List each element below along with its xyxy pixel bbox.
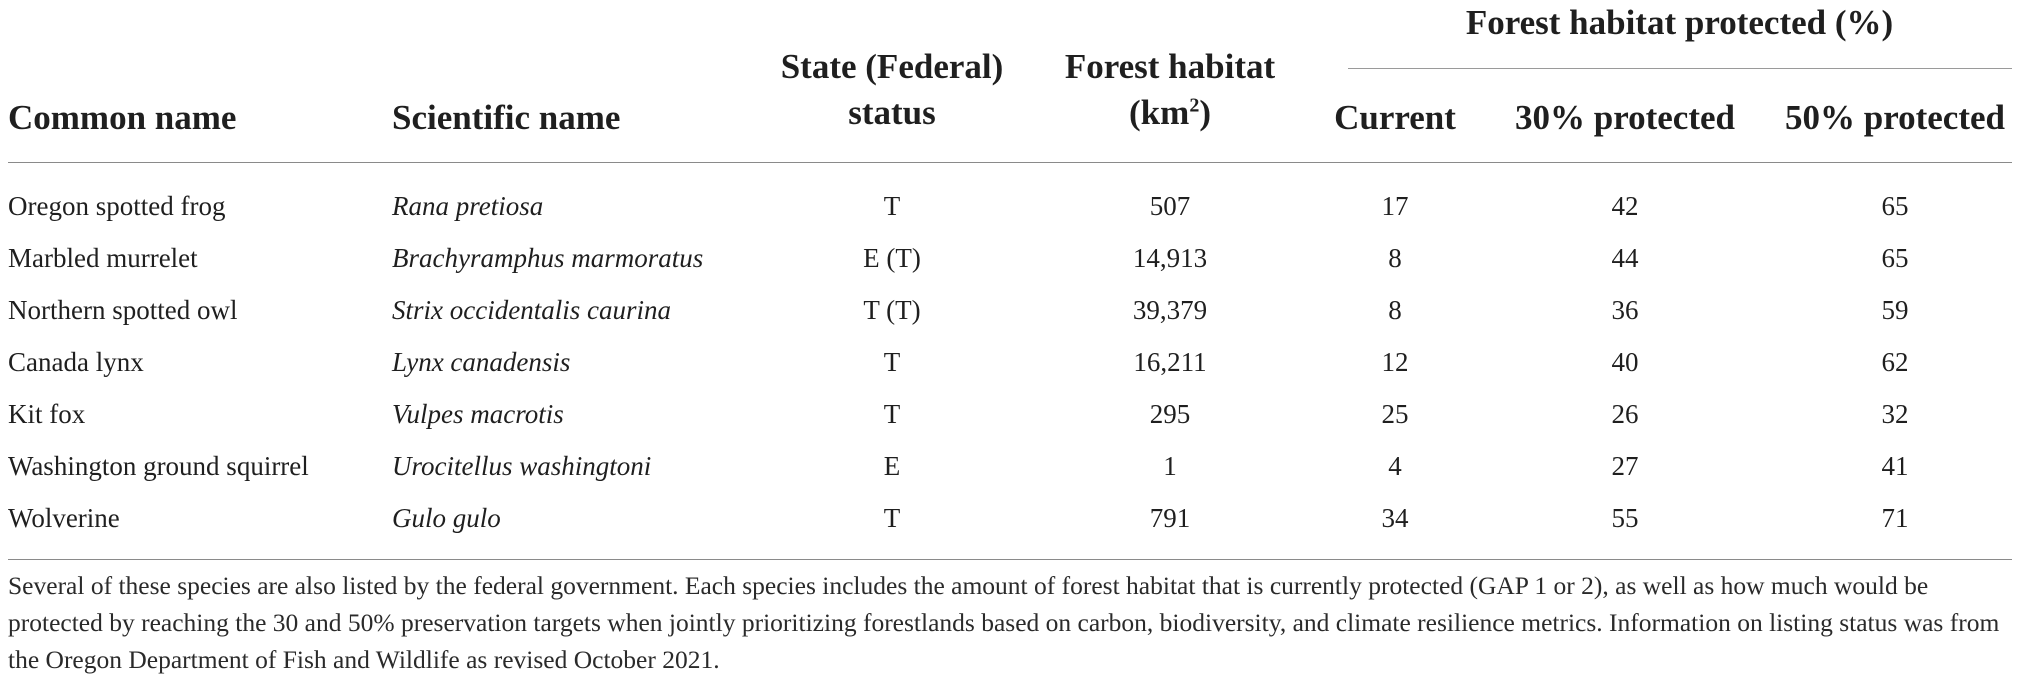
cell-current: 17 <box>1381 191 1409 221</box>
cell-50-protected: 71 <box>1881 503 1909 533</box>
cell-50-protected: 32 <box>1881 399 1909 429</box>
cell-scientific-name: Vulpes macrotis <box>392 399 564 429</box>
cell-common-name: Oregon spotted frog <box>8 191 226 221</box>
cell-common-name: Northern spotted owl <box>8 295 238 325</box>
cell-30-protected: 55 <box>1611 503 1639 533</box>
cell-forest-habitat: 39,379 <box>1132 295 1208 325</box>
cell-scientific-name: Strix occidentalis caurina <box>392 295 671 325</box>
cell-30-protected: 40 <box>1611 347 1639 377</box>
header-group-rule <box>1348 68 2012 69</box>
header-50-protected: 50% protected <box>1785 98 2005 137</box>
header-30-protected: 30% protected <box>1515 98 1735 137</box>
cell-current: 25 <box>1381 399 1409 429</box>
cell-forest-habitat: 791 <box>1149 503 1191 533</box>
cell-status: T (T) <box>863 295 921 325</box>
table-bottom-rule <box>8 559 2012 560</box>
cell-forest-habitat: 14,913 <box>1132 243 1208 273</box>
header-scientific-name: Scientific name <box>392 98 621 137</box>
header-habitat-line2: (km2) <box>1129 93 1211 132</box>
header-forest-habitat: Forest habitat (km2) <box>1040 44 1300 136</box>
cell-scientific-name: Gulo gulo <box>392 503 501 533</box>
cell-status: T <box>883 347 901 377</box>
cell-common-name: Wolverine <box>8 503 120 533</box>
cell-30-protected: 26 <box>1611 399 1639 429</box>
cell-current: 8 <box>1388 295 1402 325</box>
cell-30-protected: 42 <box>1611 191 1639 221</box>
cell-30-protected: 36 <box>1611 295 1639 325</box>
header-current: Current <box>1334 98 1456 137</box>
cell-30-protected: 44 <box>1611 243 1639 273</box>
header-bottom-rule <box>8 162 2012 163</box>
cell-current: 8 <box>1388 243 1402 273</box>
cell-forest-habitat: 16,211 <box>1133 347 1207 377</box>
cell-common-name: Canada lynx <box>8 347 144 377</box>
cell-status: E <box>883 451 901 481</box>
cell-forest-habitat: 507 <box>1149 191 1191 221</box>
cell-common-name: Marbled murrelet <box>8 243 198 273</box>
cell-current: 4 <box>1388 451 1402 481</box>
header-group-forest-protected: Forest habitat protected (%) <box>1465 3 1894 42</box>
table-footnote: Several of these species are also listed… <box>8 571 2000 674</box>
cell-common-name: Kit fox <box>8 399 86 429</box>
header-status-line2: status <box>848 93 936 132</box>
header-habitat-line1: Forest habitat <box>1064 47 1276 86</box>
header-status-line1: State (Federal) <box>780 47 1004 86</box>
cell-30-protected: 27 <box>1611 451 1639 481</box>
cell-forest-habitat: 295 <box>1149 399 1191 429</box>
header-common-name: Common name <box>8 98 237 137</box>
cell-50-protected: 59 <box>1881 295 1909 325</box>
cell-50-protected: 62 <box>1881 347 1909 377</box>
cell-scientific-name: Rana pretiosa <box>392 191 544 221</box>
cell-status: E (T) <box>863 243 921 273</box>
header-status: State (Federal) status <box>752 44 1032 136</box>
cell-current: 34 <box>1381 503 1409 533</box>
cell-status: T <box>883 191 901 221</box>
cell-scientific-name: Lynx canadensis <box>392 347 571 377</box>
cell-50-protected: 65 <box>1881 243 1909 273</box>
cell-status: T <box>883 503 901 533</box>
cell-scientific-name: Urocitellus washingtoni <box>392 451 652 481</box>
cell-scientific-name: Brachyramphus marmoratus <box>392 243 704 273</box>
cell-current: 12 <box>1381 347 1409 377</box>
cell-status: T <box>883 399 901 429</box>
cell-50-protected: 41 <box>1881 451 1909 481</box>
cell-50-protected: 65 <box>1881 191 1909 221</box>
cell-forest-habitat: 1 <box>1163 451 1177 481</box>
cell-common-name: Washington ground squirrel <box>8 451 309 481</box>
